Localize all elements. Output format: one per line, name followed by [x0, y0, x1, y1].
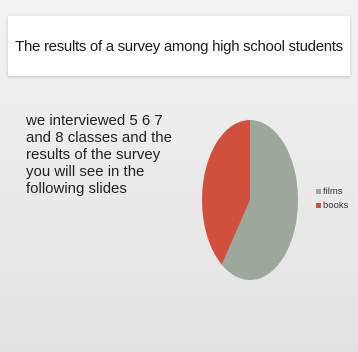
- legend-label-films: films: [323, 186, 343, 197]
- chart-legend: films books: [316, 184, 348, 212]
- legend-swatch-books: [316, 203, 321, 208]
- legend-item-films: films: [316, 184, 348, 198]
- legend-swatch-films: [316, 189, 321, 194]
- legend-label-books: books: [323, 200, 348, 211]
- legend-item-books: books: [316, 198, 348, 212]
